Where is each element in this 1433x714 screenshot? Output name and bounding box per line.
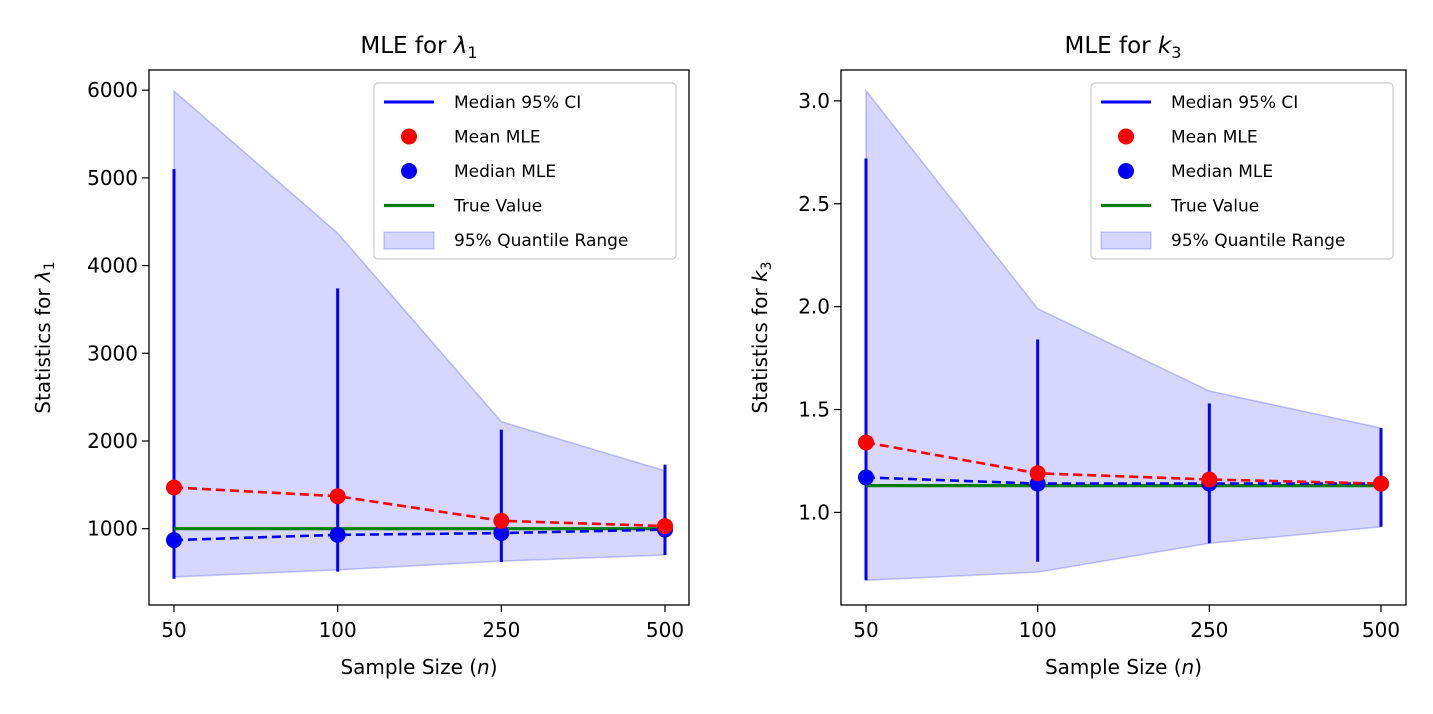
mean-mle-line xyxy=(173,486,666,528)
legend-label: Mean MLE xyxy=(1171,128,1258,148)
mean-mle-point xyxy=(1373,475,1389,492)
x-tick-label: 50 xyxy=(853,618,878,642)
axes-frame xyxy=(840,69,1407,606)
legend-handle-mean xyxy=(1118,128,1134,145)
legend-label: 95% Quantile Range xyxy=(454,231,628,251)
x-tick-label: 100 xyxy=(1019,618,1057,642)
legend-label: Median 95% CI xyxy=(454,93,581,113)
y-tick-label: 6000 xyxy=(87,78,138,102)
legend-label: Median 95% CI xyxy=(1171,93,1298,113)
y-tick-label: 4000 xyxy=(87,254,138,278)
mean-mle-point xyxy=(1029,465,1046,482)
y-tick-label: 1.0 xyxy=(798,500,830,524)
median-mle-line xyxy=(173,528,666,542)
y-axis-label: Statistics for λ1 xyxy=(31,261,58,413)
y-tick-label: 5000 xyxy=(87,166,138,190)
x-tick-label: 250 xyxy=(482,618,520,642)
mean-mle-line xyxy=(865,441,1382,485)
x-tick-label: 50 xyxy=(161,618,186,642)
legend-label: Mean MLE xyxy=(454,128,541,148)
median-mle-line xyxy=(865,476,1381,485)
chart-panel-1: 50 100 250 500 1000 2000 3000 4000 5000 6000 MLE f… xyxy=(31,33,690,679)
x-tick-label: 500 xyxy=(1362,618,1400,642)
legend-label: Median MLE xyxy=(454,162,556,182)
legend-box xyxy=(1090,82,1394,260)
y-tick-label: 3.0 xyxy=(798,89,830,113)
legend-handle-median xyxy=(1118,163,1134,179)
y-axis-label: Statistics for k3 xyxy=(748,261,775,413)
y-tick-label: 1.5 xyxy=(798,398,830,422)
legend-handle-band xyxy=(383,231,435,250)
x-tick-label: 500 xyxy=(646,618,684,642)
y-tick-label: 2.0 xyxy=(798,295,830,319)
chart-title: MLE for λ1 xyxy=(360,33,477,62)
mean-mle-point xyxy=(493,512,510,529)
median-mle-point xyxy=(858,469,874,486)
legend-handle-mean xyxy=(401,128,417,145)
y-tick-label: 2000 xyxy=(87,429,138,453)
y-tick-label: 1000 xyxy=(87,517,138,541)
legend-label: 95% Quantile Range xyxy=(1171,231,1345,251)
mean-mle-point xyxy=(329,488,346,505)
legend-handle-band xyxy=(1100,231,1152,250)
quantile-band xyxy=(865,88,1382,582)
chart-title: MLE for k3 xyxy=(1064,33,1181,62)
y-tick-label: 2.5 xyxy=(798,192,830,216)
median-mle-point xyxy=(329,526,346,543)
mean-mle-point xyxy=(1201,471,1218,488)
mean-mle-point xyxy=(657,518,673,535)
mean-mle-point xyxy=(858,434,874,451)
x-tick-label: 250 xyxy=(1190,618,1228,642)
median-mle-point xyxy=(166,532,182,549)
x-axis-label: Sample Size (n) xyxy=(340,655,497,679)
legend-handle-median xyxy=(401,163,417,179)
legend-box xyxy=(373,82,677,260)
x-axis-label: Sample Size (n) xyxy=(1045,655,1202,679)
y-tick-label: 3000 xyxy=(87,341,138,365)
legend: Median 95% CI Mean MLE Median MLE True Valu… xyxy=(1090,82,1394,260)
mean-mle-point xyxy=(166,479,182,496)
legend-label: Median MLE xyxy=(1171,162,1273,182)
x-tick-label: 100 xyxy=(319,618,357,642)
median-mle-point xyxy=(493,525,510,542)
axes-frame xyxy=(148,69,690,606)
legend-label: True Value xyxy=(1170,197,1259,217)
legend: Median 95% CI Mean MLE Median MLE True Valu… xyxy=(373,82,677,260)
chart-panel-2: 50 100 250 500 1.0 1.5 2.0 2.5 3.0 MLE for k3 Samp… xyxy=(748,33,1407,679)
legend-label: True Value xyxy=(453,197,542,217)
